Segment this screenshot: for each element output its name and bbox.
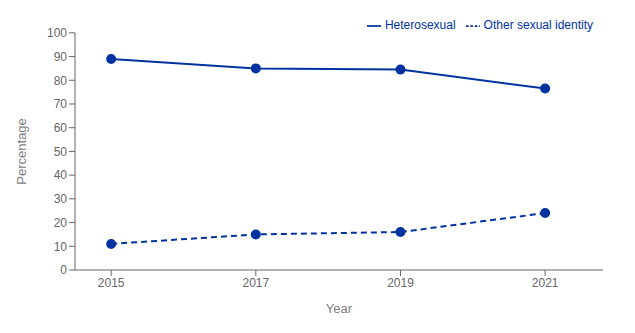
svg-text:70: 70: [54, 97, 68, 111]
svg-text:30: 30: [54, 192, 68, 206]
svg-text:10: 10: [54, 240, 68, 254]
svg-text:100: 100: [47, 26, 67, 40]
html-text:Heterosexual: Heterosexual: [384, 18, 456, 32]
svg-text:40: 40: [54, 168, 68, 182]
svg-text:20: 20: [54, 216, 68, 230]
svg-text:2019: 2019: [387, 276, 414, 290]
svg-text:2017: 2017: [242, 276, 269, 290]
svg-text:90: 90: [54, 50, 68, 64]
svg-text:2021: 2021: [532, 276, 559, 290]
svg-text:Percentage: Percentage: [14, 118, 29, 185]
svg-text:60: 60: [54, 121, 68, 135]
svg-text:Year: Year: [326, 301, 353, 316]
svg-text:50: 50: [54, 145, 68, 159]
svg-text:80: 80: [54, 74, 68, 88]
html-text:Other sexual identity: Other sexual identity: [483, 18, 593, 32]
svg-text:2015: 2015: [98, 276, 125, 290]
svg-text:0: 0: [60, 263, 67, 277]
